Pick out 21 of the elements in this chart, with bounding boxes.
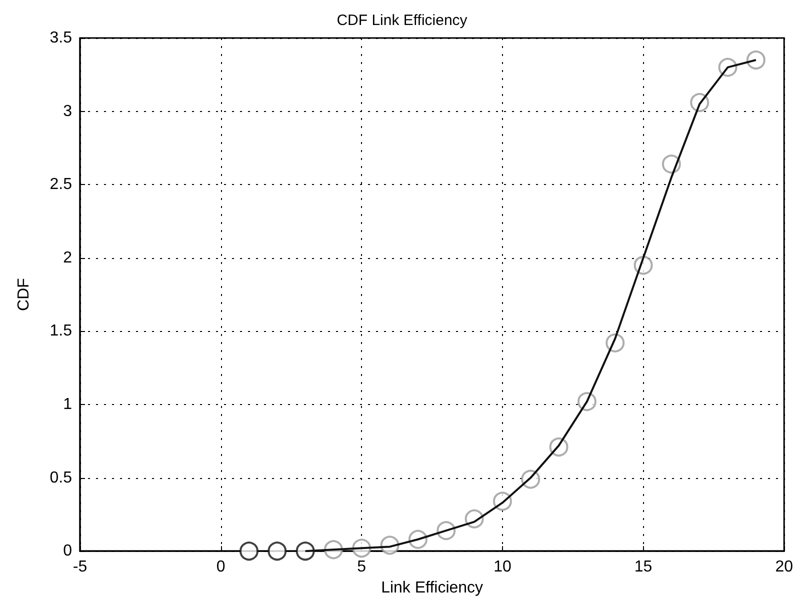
y-tick-label: 2.5 [50, 176, 72, 194]
y-tick-label: 1 [63, 396, 72, 413]
x-tick-label: -5 [72, 558, 88, 576]
x-tick-label: 15 [634, 558, 652, 576]
point [240, 542, 258, 561]
point [296, 542, 315, 561]
y-tick-label: 2 [63, 249, 72, 266]
x-tick-label: 20 [775, 558, 794, 576]
y-tick-label: 1.5 [50, 322, 72, 340]
y-axis-title: CDF [16, 278, 32, 311]
point [268, 542, 287, 561]
y-tick-label: 0.5 [50, 469, 72, 486]
y-tick-label: 0 [63, 542, 72, 560]
point [746, 50, 766, 70]
x-tick-label: 5 [357, 558, 366, 576]
y-tick-label: 3.5 [50, 30, 72, 46]
x-tick-label: 0 [216, 558, 226, 576]
x-axis-title: Link Efficiency [381, 580, 484, 596]
y-tick-label: 3 [63, 102, 72, 120]
chart-title: CDF Link Efficiency [336, 12, 468, 29]
x-tick-label: 10 [494, 558, 512, 576]
